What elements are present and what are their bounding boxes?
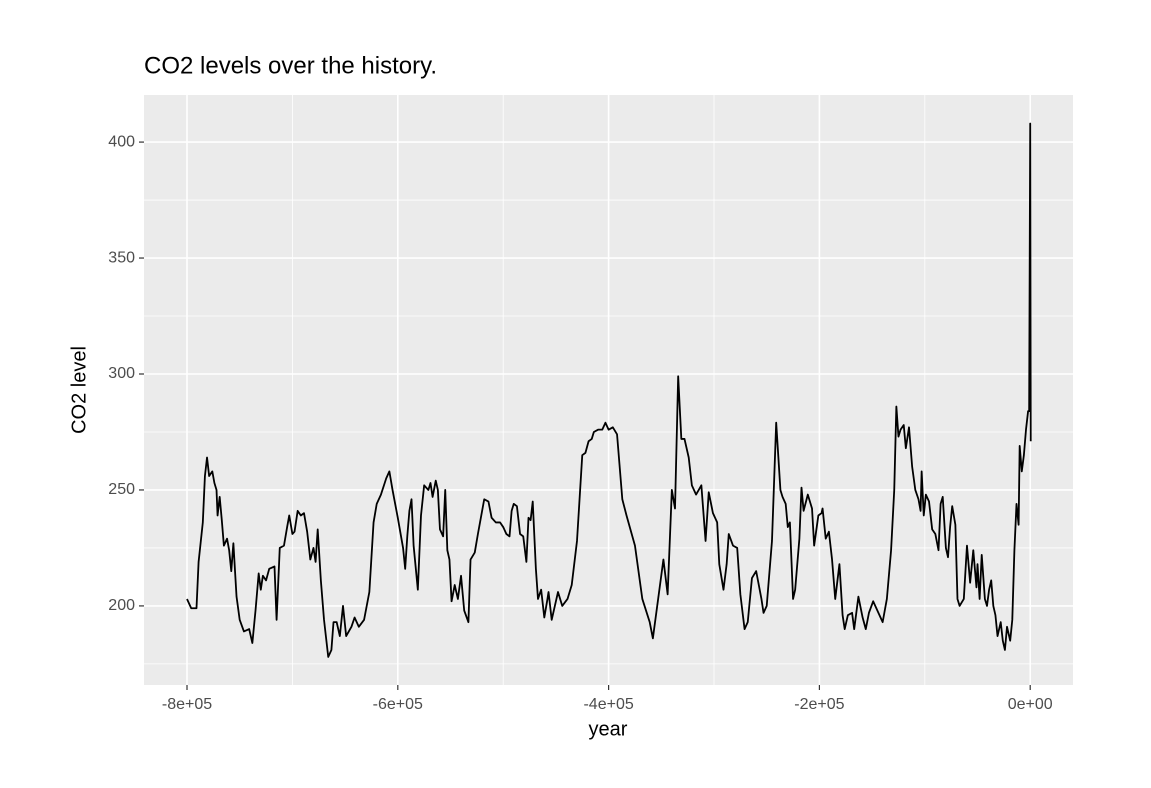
x-tick-label: -8e+05 xyxy=(162,696,212,713)
y-tick-label: 300 xyxy=(108,365,135,382)
x-tick-label: -2e+05 xyxy=(794,696,844,713)
x-tick-label: -6e+05 xyxy=(373,696,423,713)
data-line xyxy=(186,122,1032,658)
y-tick-label: 200 xyxy=(108,597,135,614)
y-tick-label: 350 xyxy=(108,249,135,266)
x-tick-label: -4e+05 xyxy=(583,696,633,713)
x-axis-label: year xyxy=(589,718,628,740)
chart-title: CO2 levels over the history. xyxy=(144,52,437,79)
y-tick-label: 400 xyxy=(108,133,135,150)
y-axis-label: CO2 level xyxy=(68,346,90,434)
x-tick-label: 0e+00 xyxy=(1008,696,1053,713)
y-tick-label: 250 xyxy=(108,481,135,498)
